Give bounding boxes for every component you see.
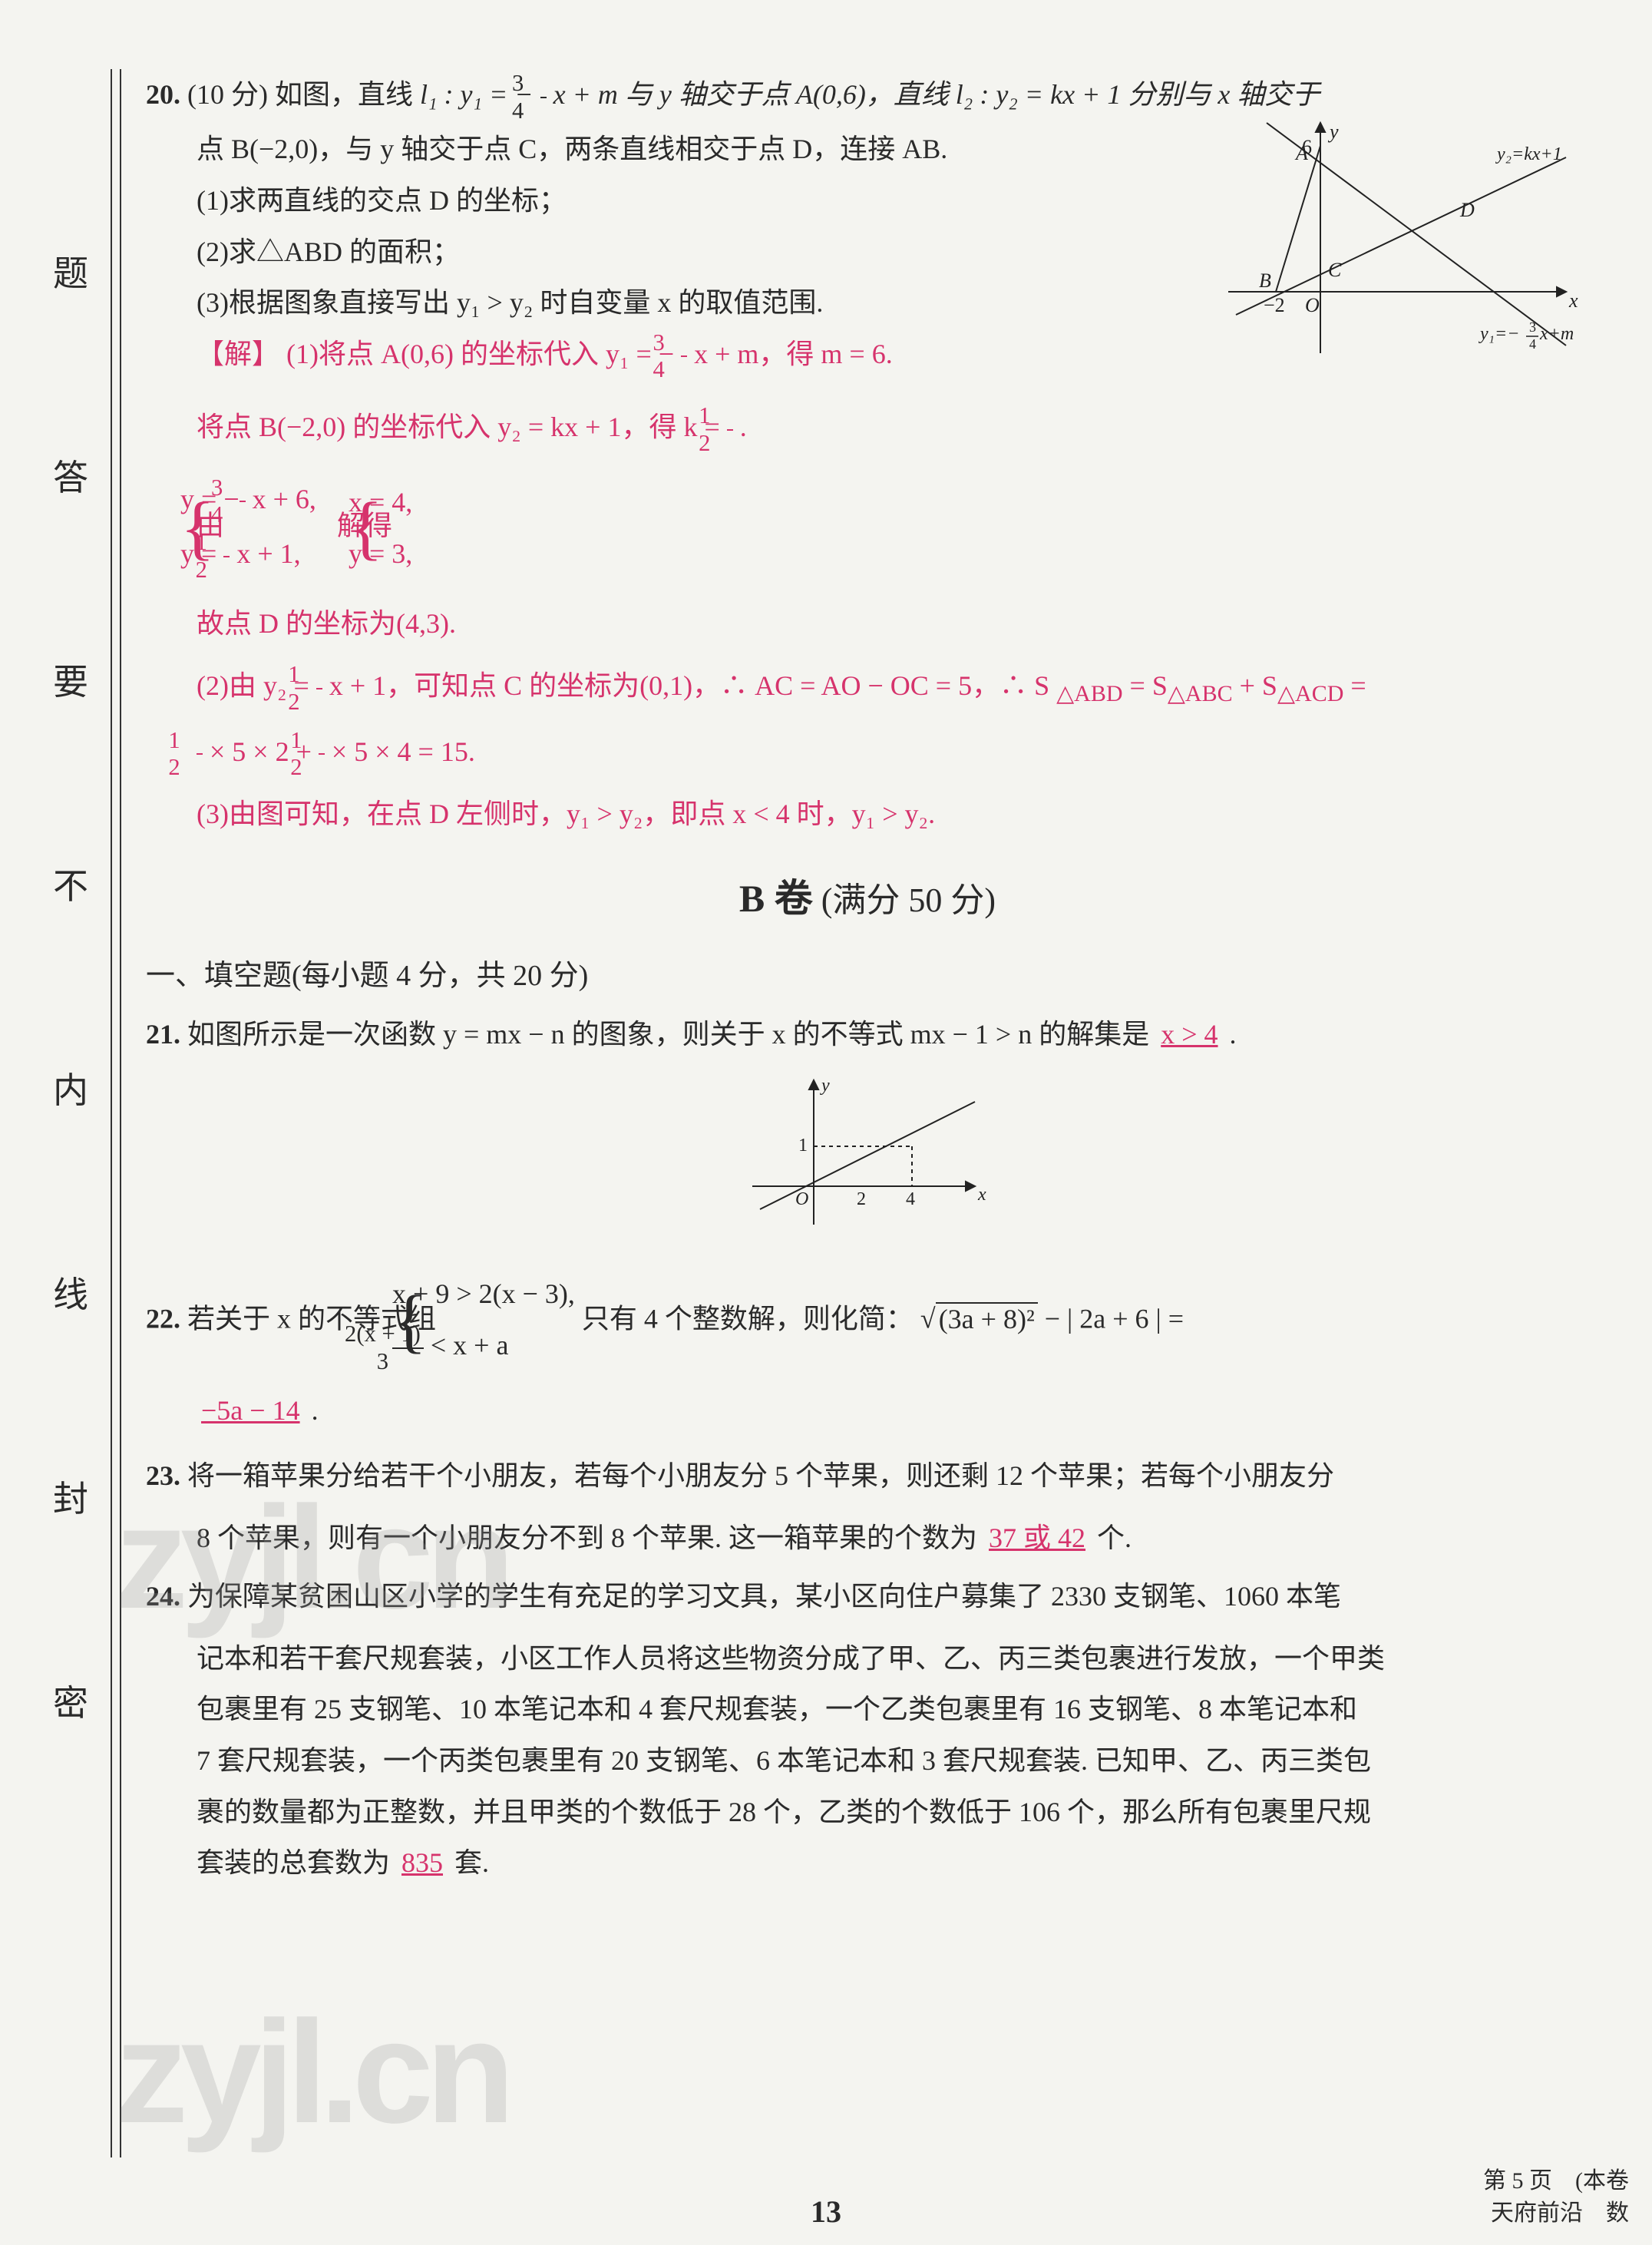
graph-21-wrap: y x O 1 2 4 [146,1071,1589,1249]
margin-char: 密 [48,1675,94,1726]
question-23: 23. 将一箱苹果分给若干个小朋友，若每个小朋友分 5 个苹果，则还剩 12 个… [146,1450,1589,1502]
stem-text: 如图所示是一次函数 y = mx − n 的图象，则关于 x 的不等式 mx −… [187,1019,1149,1050]
svg-text:−2: −2 [1264,294,1285,316]
margin-rule-inner [120,69,121,2157]
question-24-line: 套装的总套数为 835 套. [146,1837,1589,1889]
question-24: 24. 为保障某贫困山区小学的学生有充足的学习文具，某小区向住户募集了 2330… [146,1571,1589,1622]
margin-char: 不 [48,858,94,909]
question-24-line: 包裹里有 25 支钢笔、10 本笔记本和 4 套尺规套装，一个乙类包裹里有 16… [146,1684,1589,1735]
svg-text:B: B [1259,269,1271,292]
svg-text:4: 4 [1529,336,1536,352]
page-content: 20. (10 分) 如图，直线 l₁ : y₁ = − 34 x + m 与 … [146,69,1589,1889]
question-number: 24. [146,1581,180,1612]
solution-line: 将点 B(−2,0) 的坐标代入 y₂ = kx + 1，得 k = 12 . [197,402,1589,456]
svg-text:6: 6 [1302,136,1312,158]
question-22: 22. 若关于 x 的不等式组 { x + 9 > 2(x − 3), 2(x … [146,1268,1589,1374]
page-number: 13 [0,2194,1652,2230]
question-points: (10 分) [187,79,268,110]
svg-text:3: 3 [1529,319,1536,335]
svg-text:1: 1 [798,1136,808,1156]
stem-text: 将一箱苹果分给若干个小朋友，若每个小朋友分 5 个苹果，则还剩 12 个苹果；若… [187,1460,1334,1491]
solution-line: 12 × 5 × 2 + 12 × 5 × 4 = 15. [197,726,1589,781]
svg-text:4: 4 [906,1189,915,1209]
svg-text:x+m: x+m [1539,324,1574,344]
stem-text: 如图，直线 [275,79,420,110]
fraction: 12 [727,403,733,456]
answer-blank: x > 4 [1156,1019,1222,1050]
svg-text:C: C [1328,259,1342,281]
margin-char: 答 [48,450,94,501]
question-number: 20. [146,79,180,110]
stem-math: x + m 与 y 轴交于点 A(0,6)，直线 l₂ : y₂ = kx + … [553,79,1320,110]
page-footer-right: 第 5 页 (本卷 天府前沿 数 [1483,2165,1629,2230]
question-number: 21. [146,1019,180,1050]
question-number: 22. [146,1304,180,1334]
watermark: zyjl.cn [115,1989,507,2156]
fill-blank-header: 一、填空题(每小题 4 分，共 20 分) [146,949,1589,1003]
svg-text:y₁=−: y₁=− [1479,324,1519,344]
answer-blank: 37 或 42 [984,1523,1090,1553]
margin-char: 线 [48,1267,94,1318]
svg-text:y: y [820,1076,830,1096]
section-label: B 卷 [739,877,813,920]
question-21: 21. 如图所示是一次函数 y = mx − n 的图象，则关于 x 的不等式 … [146,1009,1589,1060]
svg-text:2: 2 [857,1189,866,1209]
stem-text: 为保障某贫困山区小学的学生有充足的学习文具，某小区向住户募集了 2330 支钢笔… [187,1581,1341,1612]
solution-system: 由 { y = −34 x + 6, y = 12 x + 1, 解得 { x … [197,474,1589,584]
solution-line: (2)由 y₂ = 12 x + 1，可知点 C 的坐标为(0,1)，∴ AC … [197,660,1589,716]
question-24-line: 记本和若干套尺规套装，小区工作人员将这些物资分成了甲、乙、丙三类包裹进行发放，一… [146,1633,1589,1685]
margin-char: 题 [48,246,94,296]
answer-blank: −5a − 14 [197,1395,305,1426]
inequality-system: { x + 9 > 2(x − 3), 2(x + 1)3 < x + a [443,1268,575,1374]
fraction: 34 [540,71,547,124]
margin-char: 要 [48,654,94,705]
answer-blank: 835 [397,1847,448,1878]
margin-char: 内 [48,1063,94,1113]
svg-text:y₂=kx+1: y₂=kx+1 [1495,144,1562,164]
svg-text:D: D [1459,199,1475,221]
solution-tag: 【解】 [197,339,279,369]
svg-text:y: y [1327,121,1339,143]
section-points: (满分 50 分) [821,881,996,919]
graph-linear-function: y x O 1 2 4 [745,1071,990,1232]
svg-text:x: x [977,1185,986,1205]
sqrt-expr: (3a + 8)² [936,1302,1038,1334]
svg-text:x: x [1568,289,1578,312]
question-number: 23. [146,1460,180,1491]
section-b-header: B 卷 (满分 50 分) [146,863,1589,934]
solution-line: 故点 D 的坐标为(4,3). [197,598,1589,650]
graph-lines-intersection: y x A 6 B −2 C O D y₂=kx+1 y₁=− 3 4 x+m [1228,115,1581,361]
question-23-line2: 8 个苹果，则有一个小朋友分不到 8 个苹果. 这一箱苹果的个数为 37 或 4… [146,1513,1589,1564]
question-24-line: 裹的数量都为正整数，并且甲类的个数低于 28 个，乙类的个数低于 106 个，那… [146,1787,1589,1838]
margin-vertical-text: 题 答 要 不 内 线 封 密 [48,246,94,1726]
margin-char: 封 [48,1471,94,1522]
svg-text:O: O [795,1189,808,1209]
fraction: 34 [681,330,687,383]
question-20: 20. (10 分) 如图，直线 l₁ : y₁ = − 34 x + m 与 … [146,69,1589,840]
solution-line: (3)由图可知，在点 D 左侧时，y₁ > y₂，即点 x < 4 时，y₁ >… [197,789,1589,840]
question-24-line: 7 套尺规套装，一个丙类包裹里有 20 支钢笔、6 本笔记本和 3 套尺规套装.… [146,1735,1589,1787]
svg-text:O: O [1305,294,1320,316]
margin-rule-outer [111,69,112,2157]
question-22-answer-line: −5a − 14 . [146,1385,1589,1437]
